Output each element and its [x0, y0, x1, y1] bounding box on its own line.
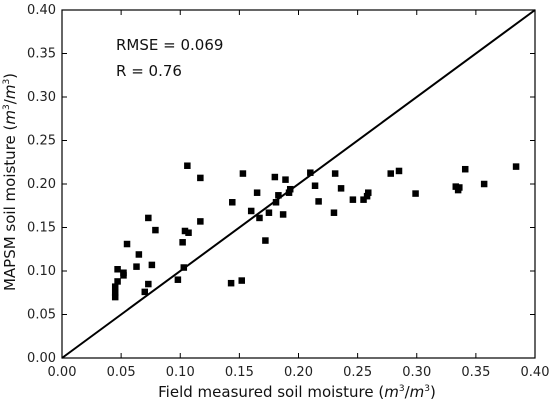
data-point	[461, 165, 469, 173]
data-point	[365, 189, 372, 196]
data-point	[330, 209, 338, 216]
data-point	[337, 185, 345, 192]
data-point	[512, 163, 520, 170]
data-point	[145, 214, 152, 222]
data-point	[185, 229, 192, 236]
data-point	[271, 173, 279, 181]
data-point	[307, 169, 314, 176]
data-point	[229, 199, 236, 206]
y-tick-label: 0.20	[27, 177, 56, 192]
rmse-annotation: RMSE = 0.069	[116, 36, 223, 54]
x-tick-label: 0.05	[107, 365, 136, 380]
data-point	[279, 211, 287, 218]
x-tick-label: 0.00	[48, 365, 77, 380]
data-point	[111, 289, 119, 296]
data-point	[238, 277, 245, 284]
data-point	[152, 226, 159, 234]
r-annotation: R = 0.76	[116, 62, 182, 80]
one-to-one-line	[61, 9, 536, 359]
data-point	[197, 218, 204, 225]
x-axis-label: Field measured soil moisture (m3/m3)	[158, 383, 436, 401]
data-point	[114, 266, 121, 273]
y-tick-label: 0.40	[27, 3, 56, 18]
x-tick-label: 0.30	[402, 365, 431, 380]
data-point	[363, 192, 371, 200]
data-point	[331, 170, 339, 177]
y-tick-label: 0.30	[27, 90, 56, 105]
data-point	[387, 170, 394, 177]
data-point	[265, 209, 273, 216]
data-point	[256, 214, 263, 222]
tick-layer: 0.00 0.05 0.10 0.15 0.20 0.25 0.30 0.35 0.40 0.00…	[27, 3, 549, 380]
x-tick-label: 0.40	[521, 365, 550, 380]
x-tick-label: 0.25	[343, 365, 372, 380]
data-point	[179, 239, 186, 246]
y-tick-label: 0.15	[27, 221, 56, 236]
y-tick-label: 0.25	[27, 134, 56, 149]
data-point	[133, 263, 140, 270]
data-point	[135, 251, 143, 258]
y-axis-label: MAPSM soil moisture (m3/m3)	[1, 73, 19, 291]
data-point	[311, 182, 319, 189]
y-tick-label: 0.05	[27, 308, 56, 323]
data-point	[480, 180, 488, 188]
data-point	[120, 272, 127, 279]
x-tick-label: 0.10	[166, 365, 195, 380]
data-point	[141, 288, 149, 296]
data-point	[148, 261, 156, 269]
data-point	[253, 189, 261, 196]
y-tick-label: 0.00	[27, 351, 56, 366]
data-point	[111, 293, 119, 301]
data-point	[360, 196, 367, 203]
data-point	[123, 240, 131, 248]
data-point	[181, 227, 189, 235]
data-point	[114, 278, 121, 285]
y-tick-label: 0.35	[27, 47, 56, 62]
data-point	[174, 276, 182, 283]
data-point	[275, 192, 282, 199]
data-point	[145, 280, 152, 288]
plot-area-frame	[61, 9, 536, 359]
x-tick-label: 0.15	[225, 365, 254, 380]
data-point	[282, 176, 289, 183]
data-point	[395, 167, 403, 175]
data-point	[239, 170, 247, 177]
x-tick-label: 0.35	[461, 365, 490, 380]
data-point	[111, 283, 119, 290]
data-point	[286, 185, 294, 193]
data-point	[456, 184, 463, 191]
y-tick-label: 0.10	[27, 264, 56, 279]
x-tick-label: 0.20	[284, 365, 313, 380]
data-point	[272, 199, 280, 206]
data-point	[315, 198, 322, 205]
data-point	[247, 207, 255, 215]
data-point	[227, 279, 235, 287]
data-points	[111, 162, 520, 301]
data-point	[262, 237, 269, 244]
data-point	[412, 190, 419, 197]
data-point	[180, 264, 188, 271]
data-point	[349, 196, 357, 203]
data-point	[184, 162, 191, 169]
data-point	[197, 174, 204, 182]
data-point	[285, 189, 293, 196]
data-point	[452, 183, 460, 190]
